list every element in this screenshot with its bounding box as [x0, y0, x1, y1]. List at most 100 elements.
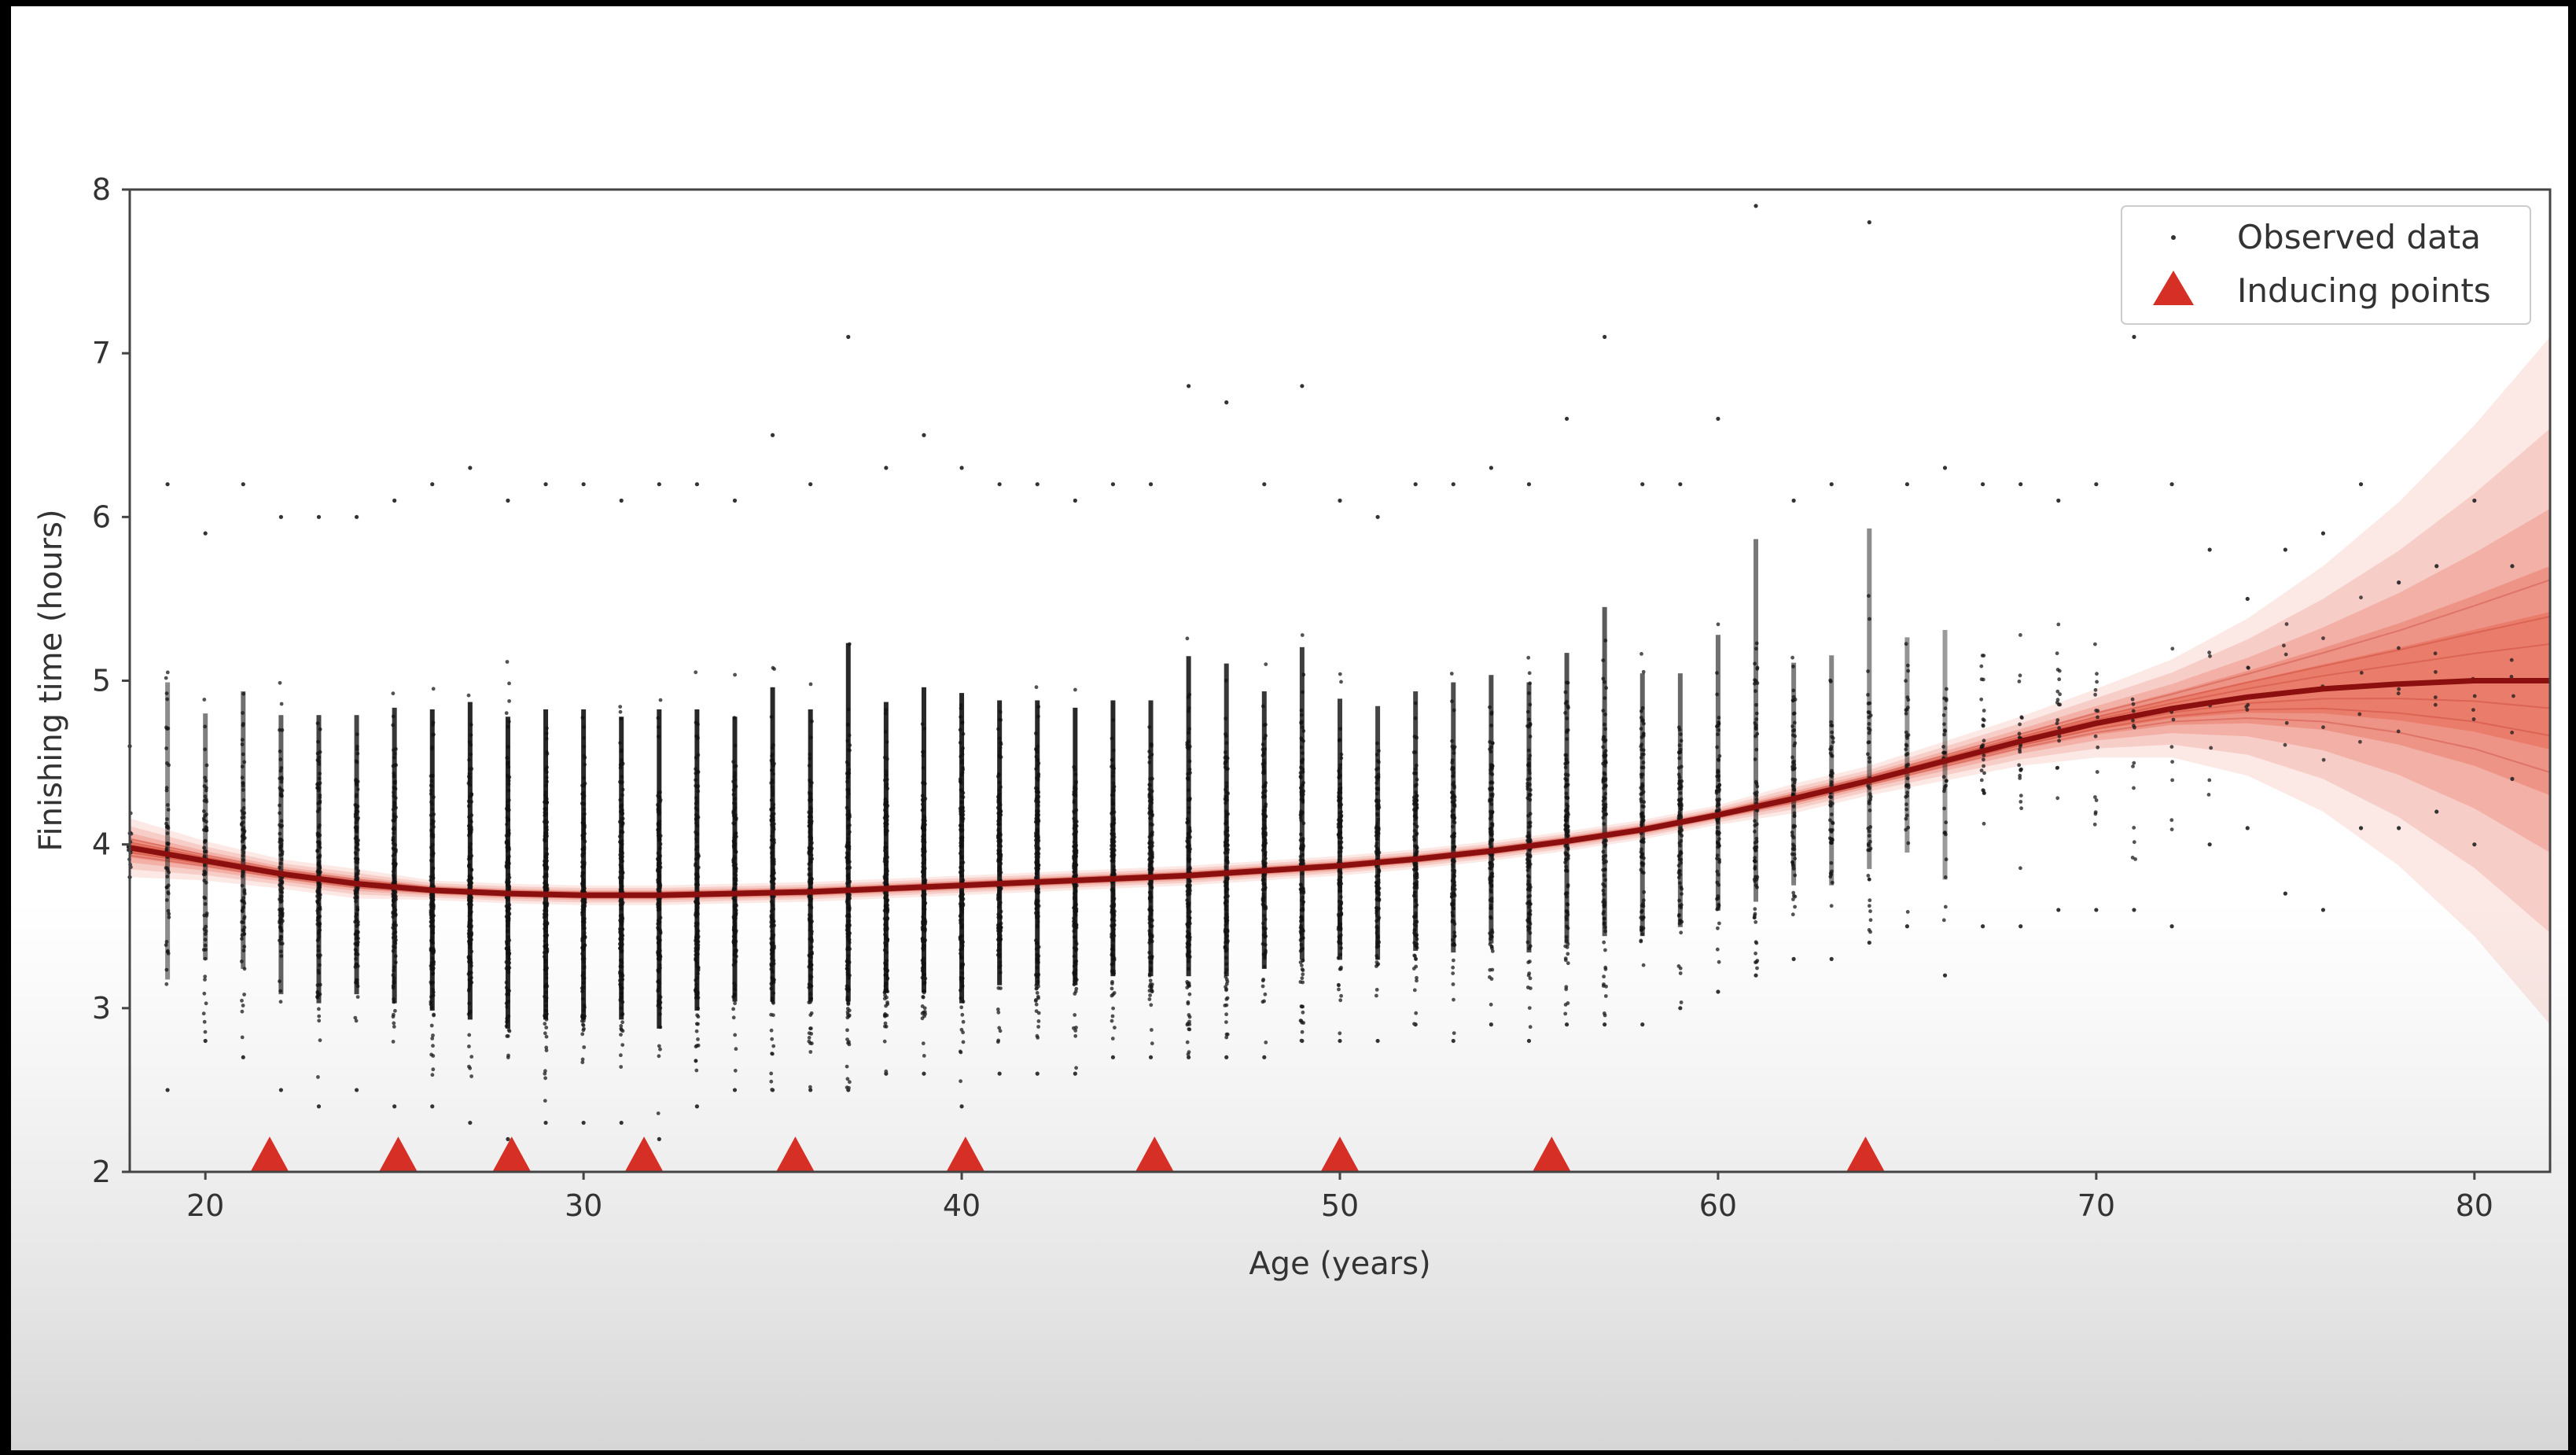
data-point: [809, 1026, 813, 1030]
data-point: [996, 1010, 1001, 1015]
data-point: [1224, 977, 1229, 982]
data-point: [316, 1075, 320, 1079]
data-point: [544, 1045, 549, 1050]
data-point: [582, 1018, 586, 1023]
data-point: [354, 514, 359, 519]
data-point: [618, 709, 623, 714]
data-point: [466, 693, 471, 698]
data-column: [354, 715, 359, 995]
data-point: [845, 1064, 849, 1069]
data-point: [1300, 976, 1305, 981]
data-point: [1224, 997, 1229, 1001]
data-point: [694, 1022, 699, 1026]
data-column: [392, 707, 397, 1004]
data-point: [1262, 1055, 1267, 1059]
data-point: [392, 1021, 396, 1026]
data-point: [959, 466, 964, 470]
data-point: [958, 1049, 962, 1054]
data-point: [1110, 980, 1114, 984]
data-point: [166, 891, 171, 896]
data-point: [961, 1019, 966, 1024]
data-point: [619, 1033, 623, 1037]
data-point: [429, 1052, 433, 1057]
data-point: [166, 842, 170, 846]
data-point: [354, 1018, 359, 1023]
data-column: [316, 715, 322, 1004]
data-point: [1185, 636, 1190, 641]
data-point: [1185, 1040, 1190, 1044]
data-point: [769, 1079, 774, 1084]
data-point: [1413, 954, 1417, 958]
data-point: [165, 727, 169, 731]
data-point: [770, 1052, 774, 1055]
data-point: [847, 1040, 851, 1044]
data-point: [430, 1104, 435, 1109]
data-point: [1262, 482, 1267, 487]
data-column: [808, 709, 813, 1002]
data-point: [1073, 1071, 1077, 1076]
data-point: [1074, 986, 1079, 991]
data-point: [1036, 1019, 1041, 1023]
data-point: [1264, 662, 1268, 666]
data-point: [544, 1034, 549, 1039]
data-column: [845, 643, 851, 1002]
data-point: [1223, 1004, 1227, 1007]
data-point: [278, 1000, 283, 1004]
data-point: [165, 831, 170, 835]
data-point: [544, 1026, 549, 1030]
data-point: [204, 1001, 208, 1006]
data-point: [392, 1012, 396, 1017]
data-point: [1300, 967, 1305, 971]
data-point: [658, 698, 663, 702]
data-point: [165, 697, 170, 702]
data-point: [619, 1053, 623, 1058]
data-point: [619, 1120, 624, 1125]
data-point: [317, 1018, 322, 1023]
data-point: [620, 1028, 624, 1032]
data-point: [543, 1120, 548, 1125]
data-point: [922, 1010, 927, 1014]
data-point: [959, 1079, 962, 1084]
data-point: [1073, 1013, 1077, 1017]
data-point: [696, 1037, 700, 1041]
data-point: [506, 1055, 510, 1059]
data-point: [1150, 1041, 1154, 1046]
data-point: [1412, 988, 1417, 993]
data-point: [1339, 680, 1343, 684]
data-point: [1375, 1038, 1380, 1044]
data-point: [164, 898, 169, 902]
data-point: [1300, 1020, 1305, 1025]
data-column: [203, 713, 208, 960]
data-point: [507, 1029, 512, 1033]
data-column: [165, 682, 171, 980]
data-point: [808, 682, 813, 687]
data-point: [1034, 998, 1038, 1002]
data-point: [430, 1073, 435, 1077]
data-point: [1148, 993, 1152, 997]
data-point: [467, 1033, 472, 1037]
data-point: [1338, 672, 1342, 676]
data-column: [581, 709, 587, 1020]
data-point: [203, 1030, 208, 1034]
data-point: [430, 482, 435, 487]
data-point: [1224, 1012, 1228, 1017]
data-point: [1148, 978, 1153, 983]
data-point: [278, 680, 282, 685]
data-point: [1260, 984, 1265, 989]
data-point: [733, 672, 737, 677]
data-point: [770, 1037, 775, 1041]
data-point: [1413, 1022, 1418, 1027]
data-point: [1374, 993, 1378, 998]
data-point: [165, 482, 170, 487]
data-point: [429, 1023, 434, 1028]
data-point: [355, 995, 360, 999]
data-point: [1338, 498, 1342, 503]
data-column: [1186, 656, 1191, 977]
data-point: [1300, 1030, 1305, 1034]
data-point: [619, 1024, 624, 1028]
data-point: [1110, 1037, 1115, 1041]
data-point: [1036, 1036, 1040, 1040]
data-point: [543, 1076, 547, 1081]
data-point: [392, 1025, 396, 1029]
data-point: [959, 1005, 964, 1010]
